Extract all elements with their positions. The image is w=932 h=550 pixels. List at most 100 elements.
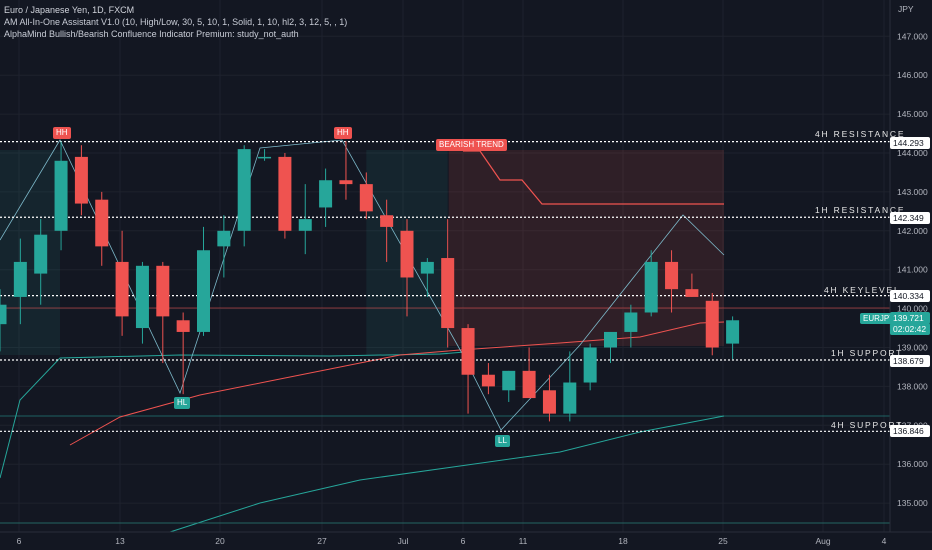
candle-body <box>685 289 699 297</box>
candle-body <box>522 370 536 399</box>
date-tick-label: 11 <box>519 536 528 546</box>
candle <box>644 250 658 317</box>
indicator-fills <box>0 150 724 355</box>
candle <box>156 261 170 364</box>
candle <box>278 153 292 239</box>
candle <box>502 370 516 402</box>
level-price-4h-keylevel: 140.334 <box>890 290 930 302</box>
level-name-4h-keylevel: 4H KEYLEVEL <box>824 285 901 295</box>
level-name-1h-resistance: 1H RESISTANCE <box>815 205 906 215</box>
candle-body <box>34 234 48 274</box>
level-price-1h-resistance: 142.349 <box>890 212 930 224</box>
date-tick-label: 20 <box>215 536 225 546</box>
candle <box>400 219 414 317</box>
date-tick-label: 6 <box>17 536 22 546</box>
price-tick-label: 138.000 <box>897 381 928 391</box>
candle <box>217 215 231 278</box>
candle <box>604 331 617 364</box>
candle <box>665 250 679 313</box>
candle <box>705 293 719 356</box>
candle-body <box>339 180 353 185</box>
candle <box>624 304 638 348</box>
candle <box>726 316 740 360</box>
candle-body <box>258 156 272 159</box>
candle <box>95 191 109 266</box>
candle-body <box>705 300 719 348</box>
candle-body <box>217 230 231 247</box>
candle <box>0 289 7 352</box>
candle <box>359 172 373 220</box>
candle-body <box>542 390 556 414</box>
candle-body <box>0 304 7 325</box>
candle-body <box>115 261 129 317</box>
price-tick-label: 145.000 <box>897 109 928 119</box>
price-axis-bg <box>890 0 932 532</box>
candle-body <box>644 261 658 313</box>
price-tick-label: 136.000 <box>897 459 928 469</box>
price-tick-label: 139.000 <box>897 343 928 353</box>
candle <box>237 145 251 247</box>
candle-body <box>400 230 414 278</box>
candle <box>441 219 455 348</box>
candle <box>563 351 577 422</box>
candle-body <box>74 156 88 204</box>
candle <box>685 273 699 297</box>
candle <box>583 343 597 391</box>
candle-body <box>502 370 516 391</box>
price-tick-label: 140.000 <box>897 304 928 314</box>
level-name-4h-support: 4H SUPPORT <box>831 420 904 430</box>
bar-countdown: 02:02:42 <box>890 323 930 335</box>
candle-body <box>481 374 495 387</box>
price-axis: 147.000 146.000 145.000 144.000 143.000 142.0… <box>889 0 932 532</box>
candle <box>54 141 68 251</box>
candle <box>380 199 394 262</box>
candle <box>135 261 149 344</box>
level-price-4h-resistance: 144.293 <box>890 137 930 149</box>
date-tick-label: 13 <box>115 536 125 546</box>
teal-trail-line <box>0 351 466 479</box>
candle <box>176 312 190 395</box>
candle-body <box>298 219 312 231</box>
candle <box>522 347 536 399</box>
candle-body <box>156 265 170 317</box>
candle-body <box>135 265 149 329</box>
candle-body <box>319 180 333 208</box>
candle <box>298 184 312 255</box>
time-axis: 6 13 20 27 Jul 6 11 18 25 Aug 4 <box>0 531 932 546</box>
price-tick-label: 143.000 <box>897 187 928 197</box>
price-tick-label: 142.000 <box>897 226 928 236</box>
red-ma-line <box>69 321 725 446</box>
candle-body <box>359 184 373 212</box>
indicator-2-legend[interactable]: AlphaMind Bullish/Bearish Confluence Ind… <box>4 29 299 39</box>
candle-body <box>13 261 27 297</box>
price-tick-label: 147.000 <box>897 31 928 41</box>
candle-body <box>95 199 109 247</box>
level-name-1h-support: 1H SUPPORT <box>831 348 904 358</box>
label-ll: LL <box>495 435 510 447</box>
date-tick-label: 6 <box>461 536 466 546</box>
price-tick-label: 135.000 <box>897 498 928 508</box>
bullish-zone-fill <box>0 150 448 355</box>
candle <box>542 374 556 422</box>
level-price-4h-support: 136.846 <box>890 425 930 437</box>
candle-body <box>441 258 455 329</box>
date-tick-label: 27 <box>317 536 327 546</box>
candle-body <box>624 312 638 332</box>
candle <box>481 363 495 395</box>
candle-body <box>563 382 577 414</box>
date-tick-label: 4 <box>882 536 887 546</box>
symbol-title[interactable]: Euro / Japanese Yen, 1D, FXCM <box>4 5 135 15</box>
current-ticker-badge: EURJPY <box>860 313 898 324</box>
candlestick-series <box>0 141 740 422</box>
candle <box>319 168 333 227</box>
label-bearish-trend: BEARISH TREND <box>436 139 507 151</box>
label-hh-1: HH <box>53 127 71 139</box>
candle-body <box>176 320 190 332</box>
date-tick-label: 25 <box>718 536 728 546</box>
candle-body <box>54 160 68 231</box>
date-tick-label: Aug <box>815 536 830 546</box>
candle <box>34 219 48 305</box>
candle-body <box>604 331 617 348</box>
indicator-1-legend[interactable]: AM All-In-One Assistant V1.0 (10, High/L… <box>4 17 348 27</box>
